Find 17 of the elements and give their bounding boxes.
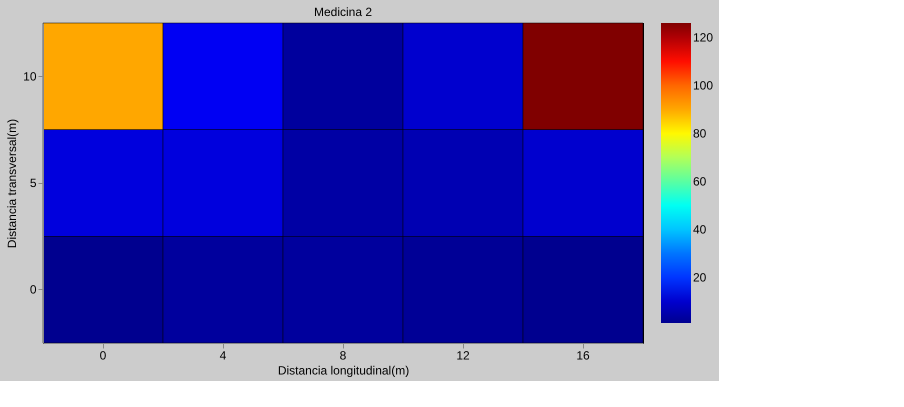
color-bar-label: 40 bbox=[693, 222, 707, 236]
y-tick-label: 5 bbox=[30, 176, 37, 190]
y-tick-label: 10 bbox=[23, 69, 37, 84]
x-axis-title: Distancia longitudinal(m) bbox=[278, 364, 410, 378]
color-bar-label: 100 bbox=[693, 78, 714, 92]
color-bar-label: 120 bbox=[693, 30, 714, 44]
x-tick-label: 12 bbox=[456, 348, 470, 362]
x-tick-label: 8 bbox=[340, 348, 347, 362]
color-bar-label: 20 bbox=[693, 270, 707, 284]
chart-title: Medicina 2 bbox=[314, 4, 372, 19]
x-tick-label: 4 bbox=[220, 348, 227, 362]
y-axis-title: Distancia transversal(m) bbox=[5, 118, 20, 248]
color-bar-label: 60 bbox=[693, 174, 707, 188]
x-tick-label: 16 bbox=[576, 348, 590, 362]
x-tick-label: 0 bbox=[100, 348, 107, 362]
color-bar-label: 80 bbox=[693, 126, 707, 140]
y-tick-label: 0 bbox=[30, 282, 37, 297]
